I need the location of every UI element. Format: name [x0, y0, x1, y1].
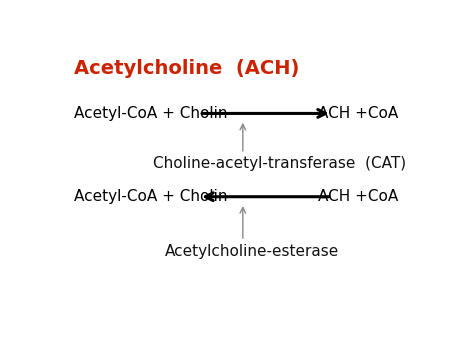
Text: ACH +CoA: ACH +CoA: [318, 106, 398, 121]
Text: Acetylcholine  (ACH): Acetylcholine (ACH): [74, 59, 299, 78]
Text: ACH +CoA: ACH +CoA: [318, 189, 398, 204]
Text: Acetyl-CoA + Cholin: Acetyl-CoA + Cholin: [74, 106, 227, 121]
Text: Choline-acetyl-transferase  (CAT): Choline-acetyl-transferase (CAT): [153, 156, 406, 171]
Text: Acetyl-CoA + Cholin: Acetyl-CoA + Cholin: [74, 189, 227, 204]
Text: Acetylcholine-esterase: Acetylcholine-esterase: [164, 244, 339, 259]
